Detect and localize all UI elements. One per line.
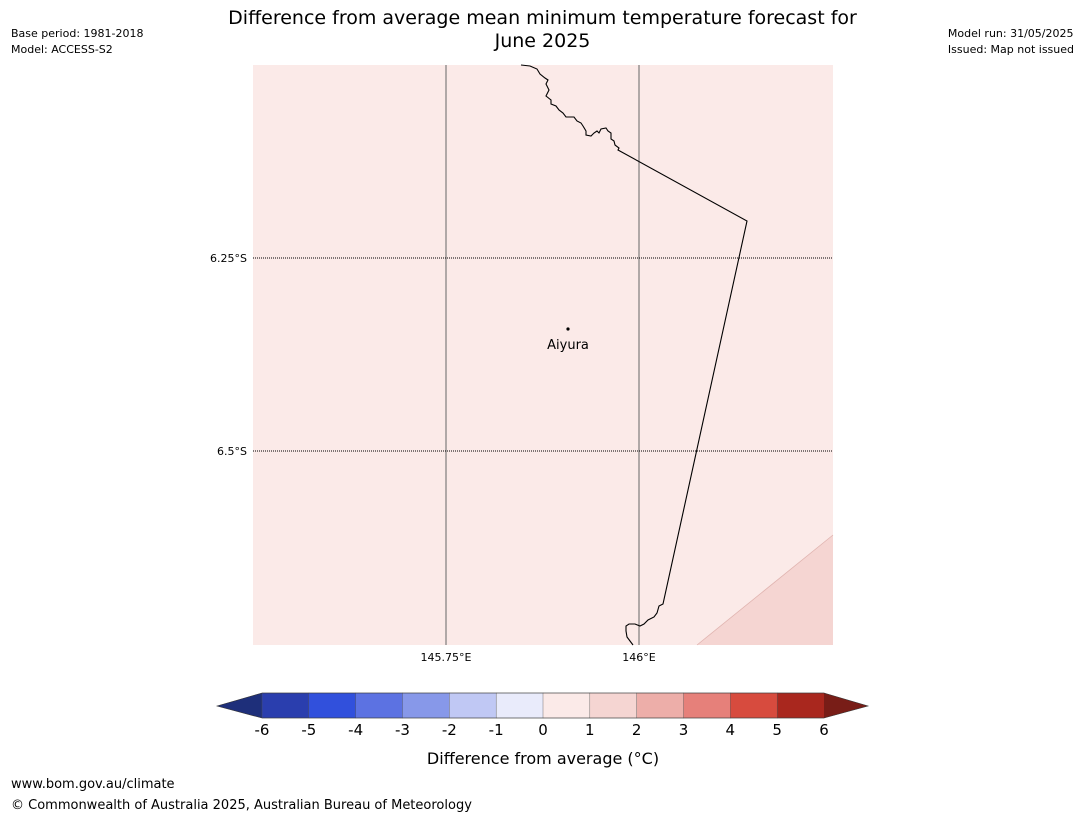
aiyura-label: Aiyura — [547, 338, 589, 353]
colorbar-tick-label: 5 — [772, 721, 782, 739]
base-period-text: Base period: 1981-2018 — [11, 27, 144, 40]
map-panel: Aiyura 6.25°S 6.5°S 145.75°E 146°E — [210, 64, 834, 664]
footer-copyright: © Commonwealth of Australia 2025, Austra… — [11, 798, 472, 813]
colorbar-tick-label: 2 — [632, 721, 642, 739]
metadata-left: Base period: 1981-2018 Model: ACCESS-S2 — [11, 26, 143, 58]
colorbar-band — [776, 692, 825, 719]
colorbar-tick-label: 1 — [585, 721, 595, 739]
colorbar-band — [683, 692, 731, 719]
colorbar-tick-label: -1 — [489, 721, 504, 739]
model-text: Model: ACCESS-S2 — [11, 43, 113, 56]
colorbar-band — [542, 692, 591, 719]
forecast-background-region — [253, 65, 833, 645]
colorbar: -6 -5 -4 -3 -2 -1 0 1 2 3 4 5 6 Difference from aver… — [215, 692, 870, 768]
colorbar-tick-label: 4 — [726, 721, 736, 739]
colorbar-band — [261, 692, 310, 719]
latitude-label: 6.25°S — [210, 252, 247, 265]
colorbar-tick-label: -6 — [255, 721, 270, 739]
colorbar-band — [308, 692, 357, 719]
colorbar-band — [449, 692, 497, 719]
colorbar-tick-label: -4 — [348, 721, 363, 739]
title-line-2: June 2025 — [494, 30, 591, 52]
footer-url-link[interactable]: www.bom.gov.au/climate — [11, 777, 175, 792]
footer: www.bom.gov.au/climate © Commonwealth of… — [11, 774, 472, 816]
issued-text: Issued: Map not issued — [947, 43, 1074, 56]
colorbar-tick-label: 3 — [679, 721, 689, 739]
colorbar-title: Difference from average (°C) — [427, 749, 659, 768]
colorbar-band — [636, 692, 684, 719]
colorbar-above-max-arrow — [824, 693, 868, 718]
colorbar-tick-label: -3 — [395, 721, 410, 739]
colorbar-band — [402, 692, 450, 719]
colorbar-band — [355, 692, 404, 719]
colorbar-band — [589, 692, 638, 719]
title-line-1: Difference from average mean minimum tem… — [228, 7, 857, 29]
metadata-right: Model run: 31/05/2025 Issued: Map not is… — [948, 26, 1074, 58]
colorbar-tick-labels: -6 -5 -4 -3 -2 -1 0 1 2 3 4 5 6 — [255, 721, 829, 739]
anomaly-contour — [696, 534, 834, 646]
colorbar-tick-label: 0 — [538, 721, 548, 739]
map-title: Difference from average mean minimum tem… — [170, 7, 915, 53]
colorbar-tick-label: 6 — [819, 721, 829, 739]
colorbar-tick-label: -5 — [301, 721, 316, 739]
colorbar-band — [495, 692, 544, 719]
aiyura-marker — [566, 327, 570, 331]
colorbar-bands — [261, 692, 825, 719]
colorbar-band — [730, 692, 778, 719]
colorbar-outline — [215, 692, 870, 719]
colorbar-tick-label: -2 — [442, 721, 457, 739]
longitude-label: 145.75°E — [421, 651, 472, 664]
model-run-text: Model run: 31/05/2025 — [947, 27, 1074, 40]
boundary-line — [520, 64, 748, 646]
colorbar-below-min-arrow — [217, 693, 262, 718]
latitude-label: 6.5°S — [217, 445, 247, 458]
longitude-label: 146°E — [622, 651, 655, 664]
